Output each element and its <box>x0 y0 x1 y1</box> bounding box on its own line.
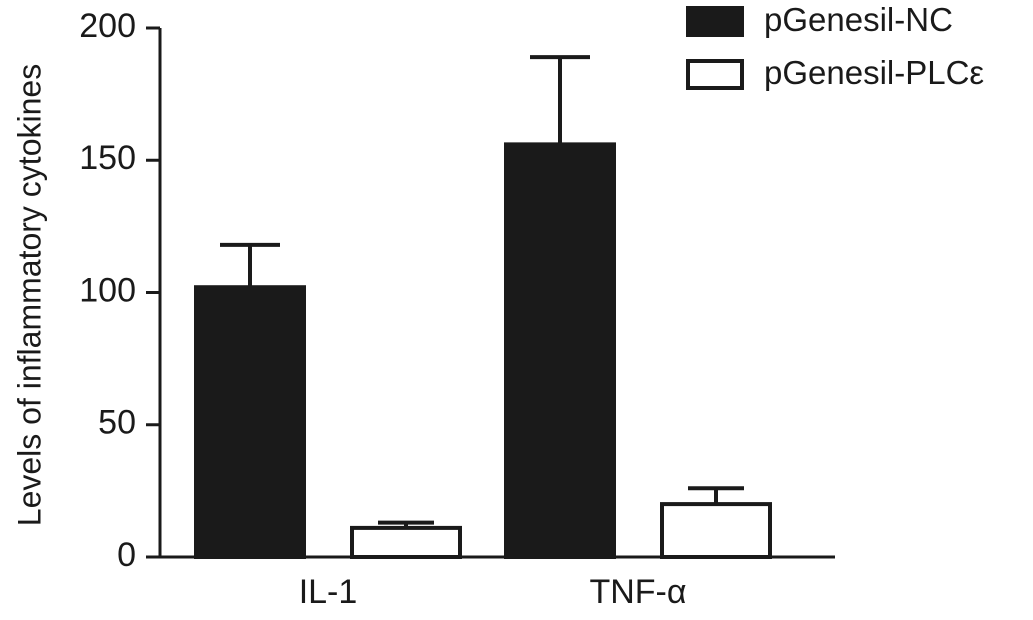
bars <box>194 142 772 560</box>
legend-label: pGenesil-PLCε <box>764 54 984 91</box>
x-tick-label: TNF-α <box>589 573 686 611</box>
x-tick-label: IL-1 <box>299 573 358 611</box>
y-tick-label: 100 <box>79 271 136 309</box>
bar-tnf--series-0 <box>504 142 616 559</box>
bar-tnf--series-1 <box>660 502 772 560</box>
legend-label: pGenesil-NC <box>764 1 953 38</box>
error-bars <box>220 55 744 528</box>
y-axis-title: Levels of inflammatory cytokines <box>11 64 47 526</box>
y-tick-label: 150 <box>79 139 136 177</box>
x-tick-labels: IL-1 TNF-α <box>299 573 687 611</box>
y-tick-label: 50 <box>98 404 136 442</box>
legend: pGenesil-NC pGenesil-PLCε <box>686 1 984 91</box>
bar-il-1-series-0 <box>194 285 306 559</box>
legend-swatch <box>686 59 744 90</box>
y-tick-label: 200 <box>79 7 136 45</box>
bar-il-1-series-1 <box>350 525 462 560</box>
y-tick-label: 0 <box>117 536 136 574</box>
legend-swatch <box>686 6 744 37</box>
